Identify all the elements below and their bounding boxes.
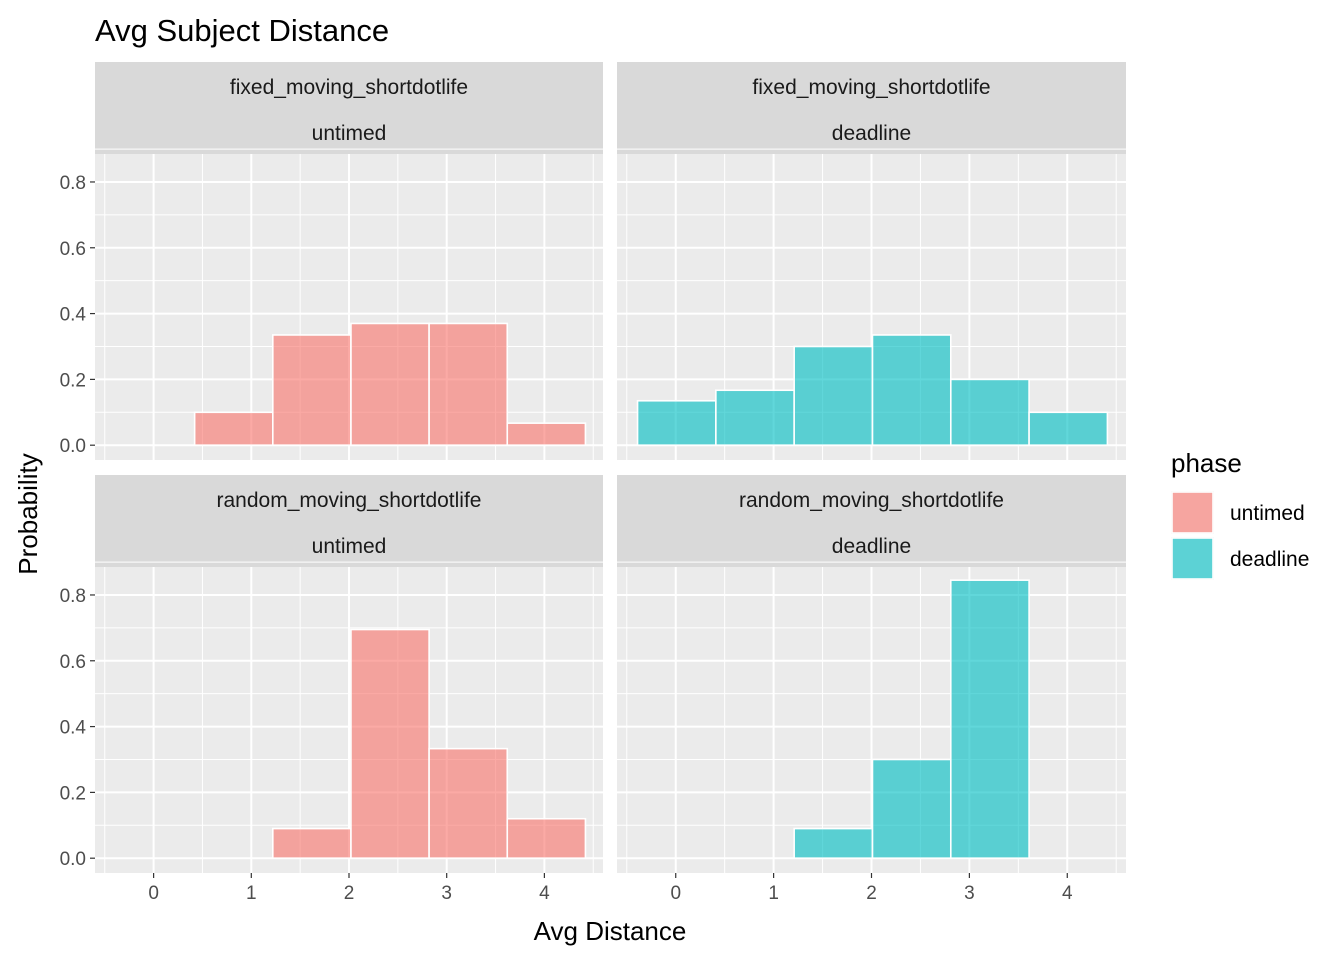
facet-col-label: deadline	[832, 122, 911, 145]
histogram-bar	[871, 758, 952, 859]
x-tick-label: 0	[148, 883, 159, 904]
x-tick-label: 1	[768, 883, 779, 904]
y-tick-label: 0.6	[60, 239, 86, 260]
facet-col-label: deadline	[832, 535, 911, 558]
facet-panel: random_moving_shortdotlife deadline	[617, 475, 1126, 873]
facet-row-label: random_moving_shortdotlife	[739, 489, 1004, 512]
histogram-bar	[506, 817, 587, 859]
histogram-bar	[428, 322, 509, 446]
y-tick-label: 0.4	[60, 305, 87, 326]
facet-col-label: untimed	[312, 122, 387, 145]
facet-row-label: random_moving_shortdotlife	[217, 489, 482, 512]
legend-swatch	[1171, 491, 1214, 534]
y-tick-label: 0.0	[60, 849, 86, 870]
x-tick-label: 3	[441, 883, 452, 904]
x-axis-title: Avg Distance	[534, 916, 687, 946]
legend-label: untimed	[1230, 502, 1305, 525]
legend-title: phase	[1171, 448, 1242, 478]
facet-strip	[95, 475, 603, 567]
facet-strip	[617, 475, 1126, 567]
histogram-bar	[350, 628, 430, 859]
legend: phase untimed deadline	[1171, 448, 1309, 580]
histogram-bar	[350, 322, 430, 446]
facet-strip	[617, 62, 1126, 154]
x-tick-label: 4	[539, 883, 550, 904]
y-axis-title: Probability	[13, 453, 43, 574]
x-axis: 0 1 2 3 4 0 1 2 3 4	[148, 873, 1073, 904]
histogram-bar	[428, 747, 509, 859]
x-tick-label: 4	[1062, 883, 1073, 904]
x-tick-label: 2	[344, 883, 355, 904]
histogram-bar	[715, 389, 795, 446]
y-tick-label: 0.6	[60, 652, 86, 673]
histogram-bar	[793, 827, 874, 859]
y-tick-label: 0.0	[60, 436, 86, 457]
y-tick-label: 0.2	[60, 783, 86, 804]
x-tick-label: 2	[866, 883, 877, 904]
legend-label: deadline	[1230, 548, 1309, 571]
histogram-bar	[871, 334, 952, 446]
x-tick-label: 3	[964, 883, 975, 904]
y-tick-label: 0.4	[60, 718, 87, 739]
facet-strip	[95, 62, 603, 154]
histogram-bar	[949, 378, 1030, 446]
y-tick-label: 0.2	[60, 370, 86, 391]
legend-swatch	[1171, 537, 1214, 580]
facet-row-label: fixed_moving_shortdotlife	[752, 76, 990, 99]
histogram-bar	[949, 579, 1030, 859]
histogram-bar	[793, 345, 874, 446]
x-tick-label: 1	[246, 883, 257, 904]
histogram-bar	[636, 399, 717, 446]
x-tick-label: 0	[670, 883, 681, 904]
y-tick-label: 0.8	[60, 586, 86, 607]
y-tick-label: 0.8	[60, 173, 86, 194]
histogram-bar	[1028, 411, 1109, 446]
y-axis: 0.0 0.2 0.4 0.6 0.8 0.0 0.2 0.4 0.6 0.8	[60, 173, 95, 870]
chart-title: Avg Subject Distance	[95, 13, 389, 48]
facet-col-label: untimed	[312, 535, 387, 558]
histogram-bar	[193, 411, 274, 446]
facet-panel: fixed_moving_shortdotlife deadline	[617, 62, 1126, 460]
facet-row-label: fixed_moving_shortdotlife	[230, 76, 468, 99]
histogram-bar	[271, 827, 352, 859]
histogram-bar	[506, 422, 587, 446]
histogram-bar	[271, 334, 352, 446]
facet-panels: fixed_moving_shortdotlifeuntimedfixed_mo…	[95, 62, 1126, 873]
